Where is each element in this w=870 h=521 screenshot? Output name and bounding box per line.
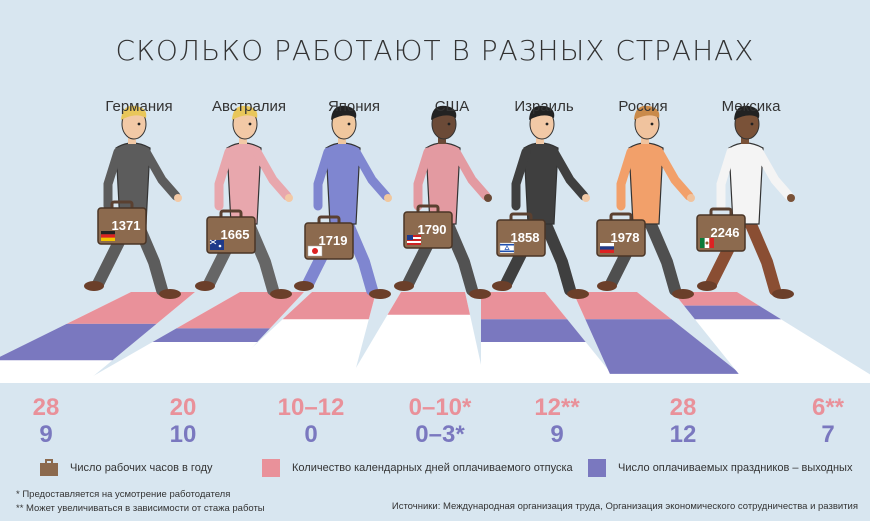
walking-person	[492, 105, 590, 299]
briefcase: 1790	[403, 204, 453, 249]
vacation-days-value: 10–12	[277, 394, 345, 421]
vacation-days-value: 28	[669, 394, 697, 421]
holidays-value: 12	[669, 421, 697, 448]
holidays-value: 9	[39, 421, 53, 448]
mexico-flag	[700, 238, 714, 248]
australia-flag	[209, 239, 224, 250]
briefcase: 1665	[206, 209, 256, 254]
vacation-swatch	[262, 459, 280, 477]
briefcase: 1371	[97, 200, 147, 245]
walking-person	[294, 105, 392, 299]
briefcase-icon	[40, 459, 58, 476]
holidays-value: 0–3*	[415, 421, 465, 448]
country-name: Израиль	[514, 98, 574, 115]
holidays-value: 10	[169, 421, 197, 448]
legend-holidays: Число оплачиваемых праздников – выходных	[588, 458, 852, 478]
germany-flag	[101, 231, 115, 241]
hours-label: 1978	[611, 230, 640, 245]
country-name: Мексика	[721, 98, 781, 115]
country-name: Япония	[327, 98, 381, 115]
vacation-band	[481, 292, 568, 320]
crosswalk-stripe	[673, 292, 870, 383]
page-title: СКОЛЬКО РАБОТАЮТ В РАЗНЫХ СТРАНАХ	[115, 34, 755, 67]
vacation-days-value: 0–10*	[408, 394, 472, 421]
country-name: Австралия	[211, 98, 287, 115]
walking-person	[697, 105, 795, 299]
legend-hours: Число рабочих часов в году	[40, 458, 213, 478]
crosswalk-stripe	[81, 292, 304, 383]
hours-label: 1790	[418, 222, 447, 237]
vacation-band	[573, 292, 672, 320]
legend-vacation: Количество календарных дней оплачиваемог…	[262, 458, 573, 478]
footnote-employer: * Предоставляется на усмотрение работода…	[16, 489, 231, 500]
vacation-band	[176, 292, 304, 329]
holidays-band	[585, 319, 741, 374]
hours-label: 1858	[511, 230, 540, 245]
crosswalk-stripe	[573, 292, 752, 383]
walking-person	[597, 105, 695, 299]
vacation-band	[66, 292, 195, 324]
hours-label: 2246	[711, 225, 740, 240]
vacation-days-value: 12**	[534, 394, 580, 421]
vacation-band	[282, 292, 376, 320]
briefcase: 2246	[696, 207, 746, 252]
hours-label: 1371	[112, 218, 141, 233]
legend: Число рабочих часов в году Количество ка…	[0, 458, 870, 478]
japan-flag	[307, 245, 323, 257]
russia-flag	[600, 243, 614, 253]
holidays-value: 7	[821, 421, 835, 448]
walking-person	[195, 105, 293, 299]
holidays-band	[683, 305, 782, 320]
country-name: Германия	[105, 98, 173, 115]
holidays-band	[0, 323, 157, 361]
source-note: Источники: Международная организация тру…	[391, 501, 858, 512]
hours-label: 1665	[221, 227, 250, 242]
vacation-days-value: 6**	[811, 394, 845, 421]
holidays-band	[152, 328, 270, 343]
country-name: США	[434, 98, 470, 115]
country-name: Россия	[618, 98, 668, 115]
crosswalk-stripe	[214, 292, 376, 383]
walking-person	[394, 105, 492, 299]
briefcase: 1858	[496, 212, 546, 257]
crosswalk-stripe	[347, 292, 485, 383]
footnote-seniority: ** Может увеличиваться в зависимости от …	[16, 503, 265, 514]
vacation-band	[387, 292, 470, 315]
briefcase: 1719	[304, 215, 354, 260]
crosswalk-stripe	[481, 292, 619, 383]
vacation-band	[673, 292, 760, 306]
vacation-days-value: 28	[32, 394, 60, 421]
crosswalk-stripe	[0, 292, 195, 383]
israel-flag	[499, 242, 515, 254]
holidays-swatch	[588, 459, 606, 477]
holidays-value: 0	[304, 421, 318, 448]
briefcase: 1978	[596, 212, 646, 257]
hours-label: 1719	[319, 233, 348, 248]
vacation-days-value: 20	[169, 394, 197, 421]
holidays-value: 9	[550, 421, 564, 448]
holidays-band	[481, 319, 586, 343]
usa-flag	[407, 235, 421, 245]
